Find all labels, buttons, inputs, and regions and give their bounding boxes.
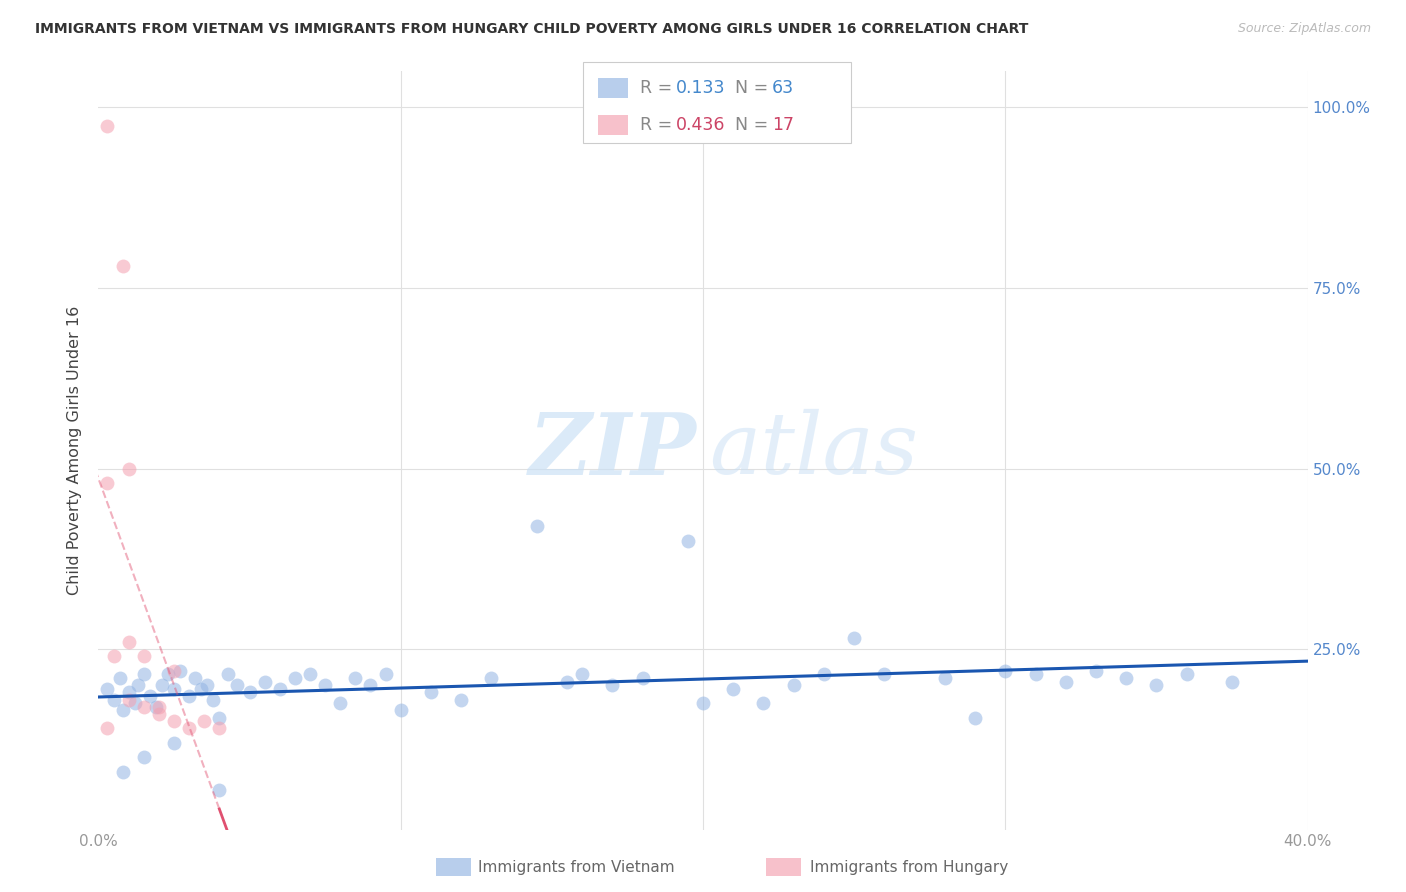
- Point: [111, 764, 134, 779]
- Point: [994, 664, 1017, 678]
- Y-axis label: Child Poverty Among Girls Under 16: Child Poverty Among Girls Under 16: [67, 306, 83, 595]
- Point: [156, 667, 179, 681]
- Point: [676, 533, 699, 548]
- Text: 63: 63: [772, 79, 794, 97]
- Point: [1054, 674, 1077, 689]
- Point: [169, 664, 191, 678]
- Point: [329, 696, 352, 710]
- Point: [163, 714, 186, 729]
- Point: [111, 703, 134, 717]
- Point: [193, 714, 215, 729]
- Point: [190, 681, 212, 696]
- Point: [269, 681, 291, 696]
- Point: [360, 678, 382, 692]
- Text: 17: 17: [772, 116, 794, 134]
- Point: [692, 696, 714, 710]
- Point: [873, 667, 896, 681]
- Point: [163, 736, 186, 750]
- Point: [602, 678, 624, 692]
- Point: [1115, 671, 1137, 685]
- Point: [145, 699, 167, 714]
- Point: [118, 692, 141, 706]
- Point: [1220, 674, 1243, 689]
- Point: [179, 722, 201, 736]
- Point: [217, 667, 239, 681]
- Point: [139, 689, 162, 703]
- Point: [132, 699, 155, 714]
- Text: 0.133: 0.133: [676, 79, 725, 97]
- Point: [526, 519, 548, 533]
- Point: [389, 703, 412, 717]
- Point: [118, 461, 141, 475]
- Text: Source: ZipAtlas.com: Source: ZipAtlas.com: [1237, 22, 1371, 36]
- Point: [118, 685, 141, 699]
- Text: atlas: atlas: [709, 409, 918, 491]
- Point: [184, 671, 207, 685]
- Point: [934, 671, 956, 685]
- Point: [813, 667, 835, 681]
- Point: [148, 699, 170, 714]
- Text: ZIP: ZIP: [529, 409, 697, 492]
- Text: 0.436: 0.436: [676, 116, 725, 134]
- Point: [108, 671, 131, 685]
- Text: R =: R =: [640, 79, 678, 97]
- Point: [965, 711, 987, 725]
- Point: [148, 706, 170, 721]
- Point: [1085, 664, 1108, 678]
- Point: [202, 692, 225, 706]
- Point: [132, 649, 155, 664]
- Point: [132, 750, 155, 764]
- Point: [284, 671, 307, 685]
- Point: [195, 678, 218, 692]
- Point: [208, 711, 231, 725]
- Text: N =: N =: [735, 116, 775, 134]
- Point: [226, 678, 249, 692]
- Point: [1175, 667, 1198, 681]
- Point: [1144, 678, 1167, 692]
- Point: [96, 722, 118, 736]
- Point: [96, 681, 118, 696]
- Text: Immigrants from Hungary: Immigrants from Hungary: [810, 860, 1008, 874]
- Text: N =: N =: [735, 79, 775, 97]
- Point: [1024, 667, 1046, 681]
- Point: [314, 678, 336, 692]
- Point: [132, 667, 155, 681]
- Point: [163, 681, 186, 696]
- Point: [844, 631, 866, 645]
- Point: [299, 667, 322, 681]
- Text: Immigrants from Vietnam: Immigrants from Vietnam: [478, 860, 675, 874]
- Point: [208, 722, 231, 736]
- Point: [124, 696, 146, 710]
- Text: R =: R =: [640, 116, 678, 134]
- Point: [571, 667, 593, 681]
- Point: [420, 685, 443, 699]
- Point: [631, 671, 654, 685]
- Point: [374, 667, 396, 681]
- Point: [103, 692, 125, 706]
- Point: [111, 260, 134, 274]
- Point: [344, 671, 367, 685]
- Text: IMMIGRANTS FROM VIETNAM VS IMMIGRANTS FROM HUNGARY CHILD POVERTY AMONG GIRLS UND: IMMIGRANTS FROM VIETNAM VS IMMIGRANTS FR…: [35, 22, 1029, 37]
- Point: [783, 678, 806, 692]
- Point: [179, 689, 201, 703]
- Point: [723, 681, 745, 696]
- Point: [555, 674, 578, 689]
- Point: [118, 635, 141, 649]
- Point: [450, 692, 472, 706]
- Point: [752, 696, 775, 710]
- Point: [96, 119, 118, 133]
- Point: [239, 685, 262, 699]
- Point: [103, 649, 125, 664]
- Point: [96, 475, 118, 490]
- Point: [481, 671, 503, 685]
- Point: [163, 664, 186, 678]
- Point: [208, 782, 231, 797]
- Point: [127, 678, 149, 692]
- Point: [150, 678, 173, 692]
- Point: [253, 674, 276, 689]
